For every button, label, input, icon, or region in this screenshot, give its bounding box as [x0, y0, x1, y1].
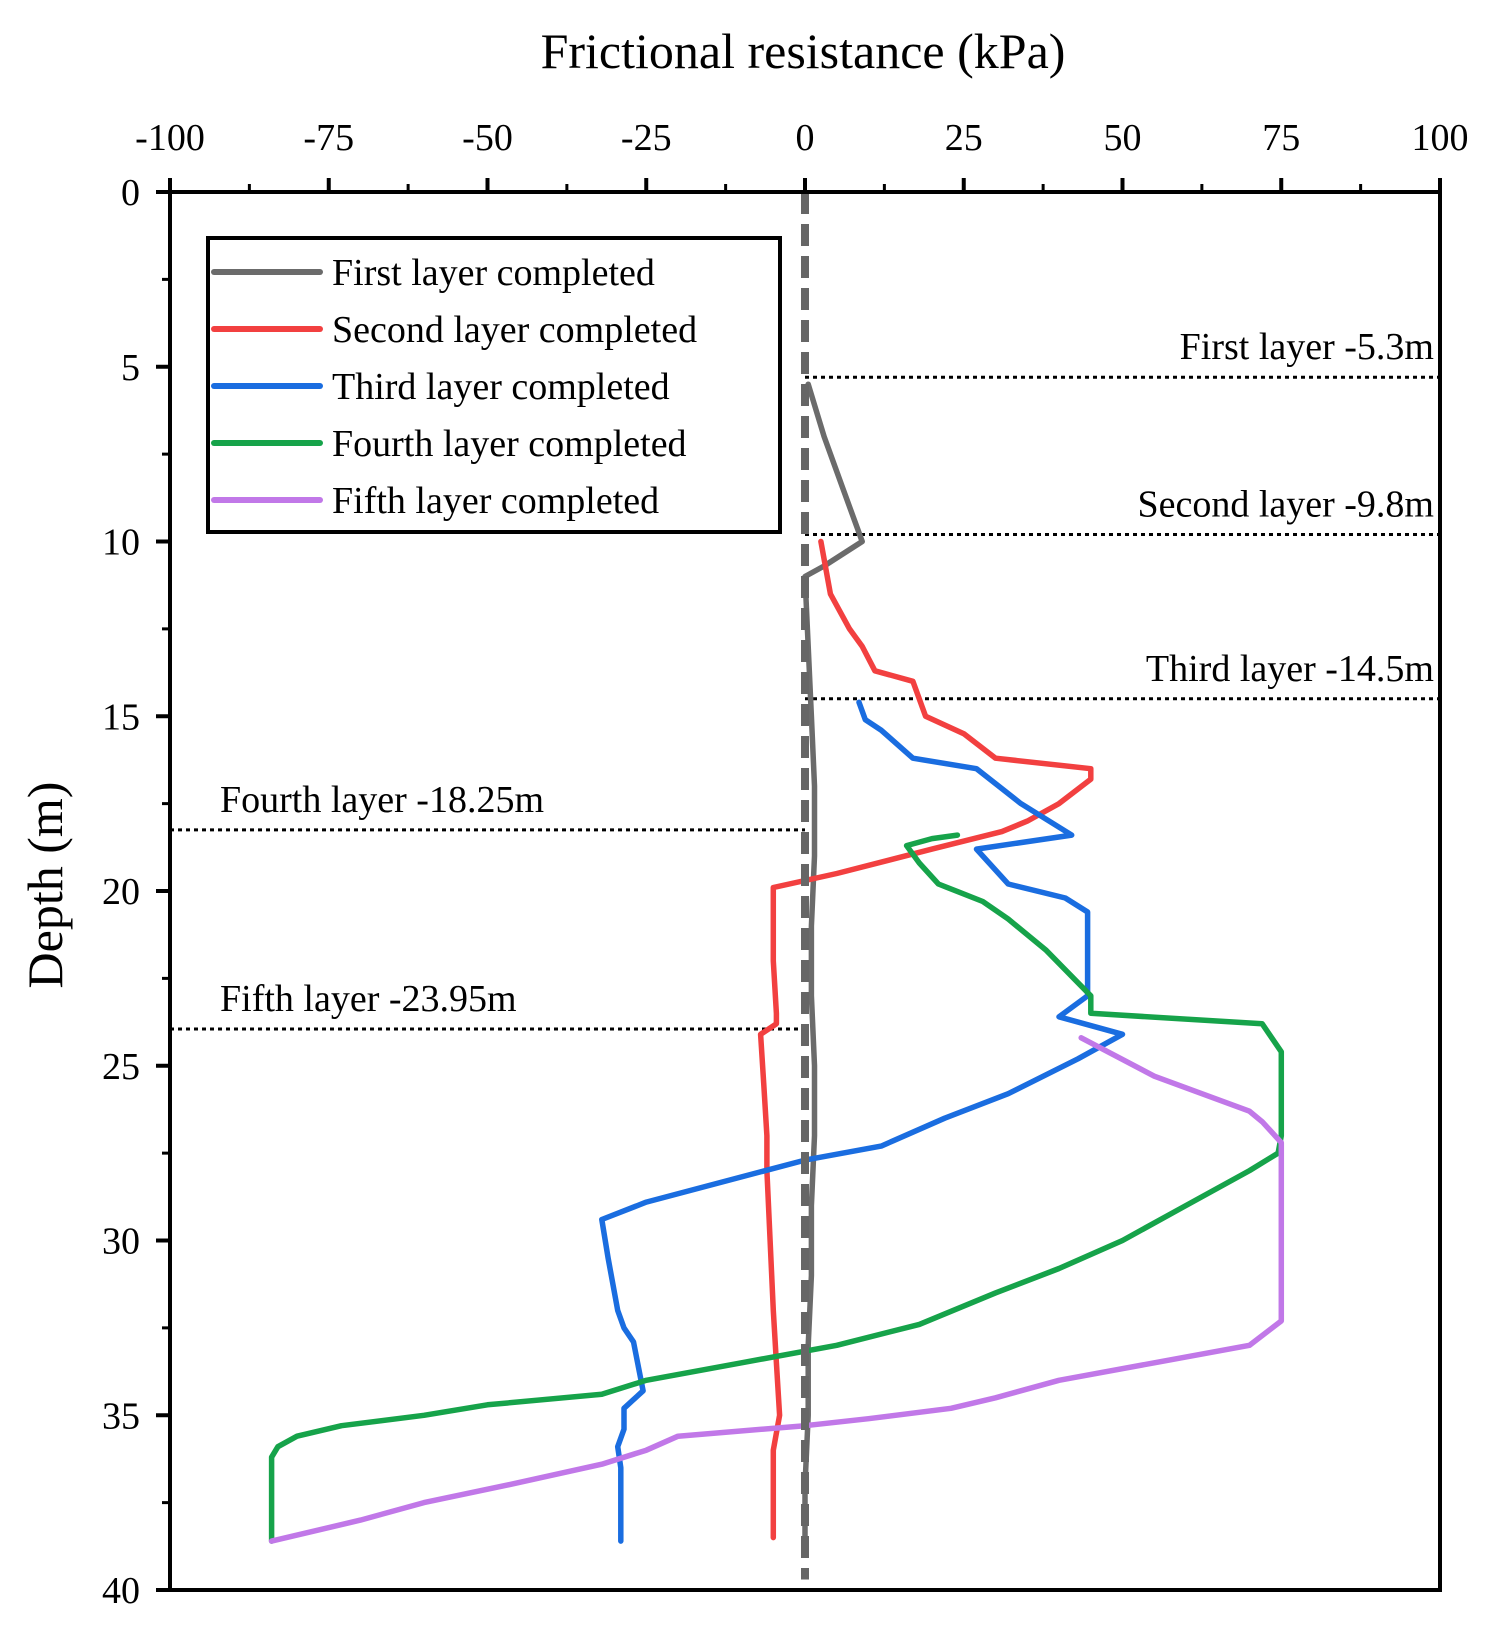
- annotation-label: First layer -5.3m: [1180, 326, 1434, 368]
- legend-label: Second layer completed: [332, 309, 697, 351]
- y-tick-label: 5: [121, 347, 140, 389]
- series-line: [268, 1035, 1285, 1544]
- x-tick-label: 0: [796, 117, 815, 159]
- legend: First layer completed Second layer comple…: [206, 236, 782, 534]
- annotation-label: Fifth layer -23.95m: [220, 978, 517, 1020]
- x-tick-label: 75: [1262, 117, 1300, 159]
- series-line: [599, 699, 1126, 1544]
- legend-label: First layer completed: [332, 252, 655, 294]
- x-tick-label: -100: [135, 117, 205, 159]
- y-tick-label: 20: [102, 871, 140, 913]
- legend-label: Fourth layer completed: [332, 423, 687, 465]
- x-tick-label: 100: [1412, 117, 1469, 159]
- series-line: [802, 381, 865, 1551]
- y-tick-label: 15: [102, 696, 140, 738]
- series-layer: [268, 381, 1285, 1551]
- y-axis-title: Depth (m): [17, 782, 73, 989]
- legend-label: Fifth layer completed: [332, 480, 659, 522]
- annotation-layer: First layer -5.3m Second layer -9.8m Third…: [170, 326, 1440, 1031]
- x-tick-label: 25: [945, 117, 983, 159]
- x-tick-label: -25: [621, 117, 672, 159]
- y-tick-label: 10: [102, 522, 140, 564]
- annotation-label: Fourth layer -18.25m: [220, 779, 544, 821]
- x-tick-label: -75: [303, 117, 354, 159]
- legend-label: Third layer completed: [332, 366, 670, 408]
- y-tick-label: 30: [102, 1221, 140, 1263]
- x-axis-title: Frictional resistance (kPa): [541, 23, 1066, 79]
- series-line: [268, 832, 1285, 1544]
- y-tick-label: 40: [102, 1570, 140, 1612]
- annotation-label: Third layer -14.5m: [1146, 648, 1434, 690]
- x-tick-label: 50: [1104, 117, 1142, 159]
- annotation-label: Second layer -9.8m: [1137, 484, 1434, 526]
- y-tick-label: 35: [102, 1395, 140, 1437]
- y-tick-label: 0: [121, 172, 140, 214]
- plot-frame: [168, 190, 1442, 1592]
- x-tick-label: -50: [462, 117, 513, 159]
- y-tick-label: 25: [102, 1046, 140, 1088]
